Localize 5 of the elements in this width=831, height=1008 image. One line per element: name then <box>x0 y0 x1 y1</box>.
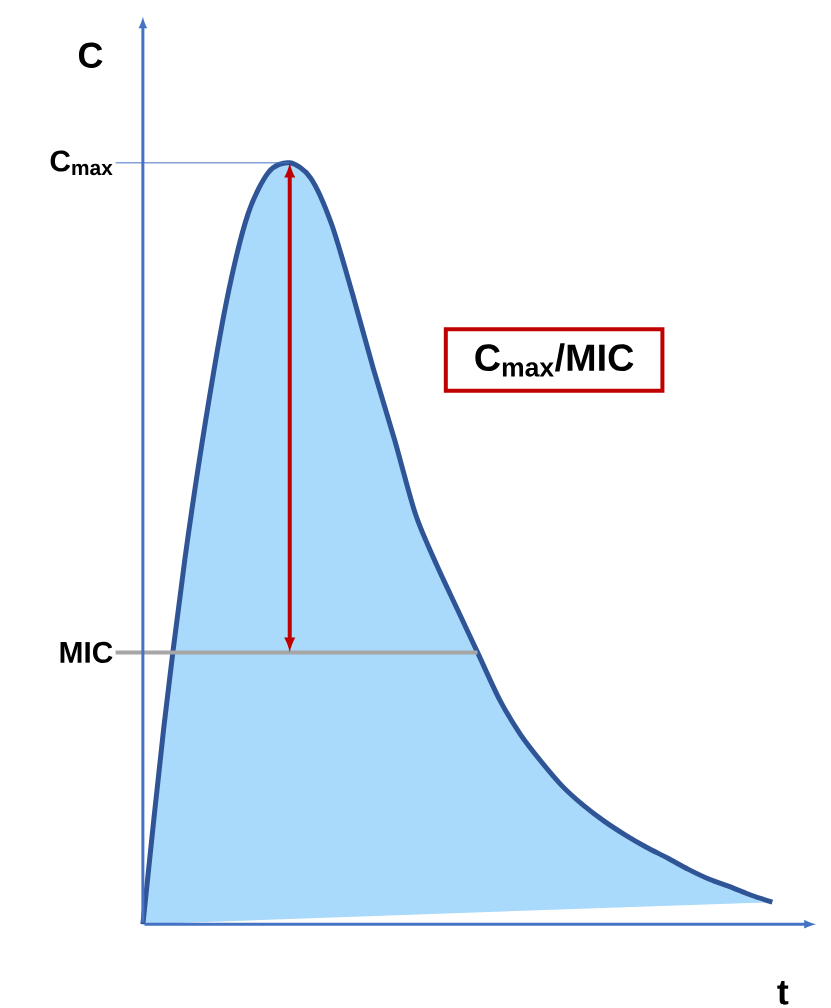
y-axis-title: C <box>78 42 103 68</box>
x-axis-title: t <box>777 980 789 1005</box>
ref-line-label: MIC <box>60 641 113 663</box>
ref-line-label: C$_{max}$ <box>50 150 113 176</box>
annotation: C$_{max}$/MIC <box>475 343 634 377</box>
